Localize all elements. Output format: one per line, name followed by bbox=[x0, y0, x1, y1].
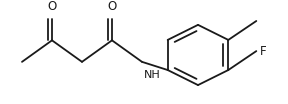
Text: O: O bbox=[107, 0, 117, 13]
Text: F: F bbox=[260, 45, 267, 58]
Text: O: O bbox=[47, 0, 57, 13]
Text: NH: NH bbox=[144, 70, 161, 80]
